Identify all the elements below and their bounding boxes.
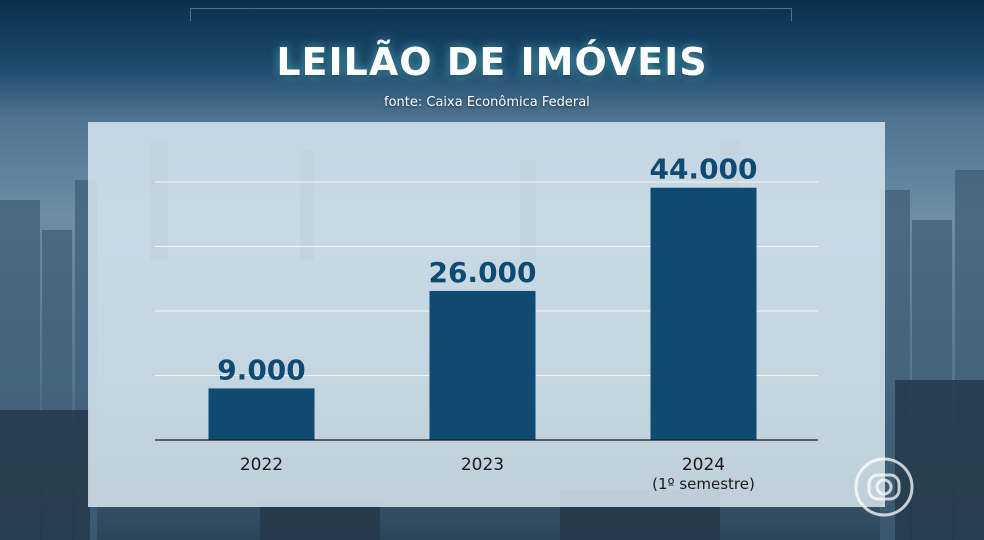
bar-2024: [650, 187, 757, 440]
globo-logo-icon: [854, 457, 914, 517]
source-caption: fonte: Caixa Econômica Federal: [384, 95, 590, 110]
bar-chart: 9.000 2022 26.000 2023 44.000 2024(1º semestr…: [155, 153, 818, 493]
bar-value-label: 44.000: [649, 153, 757, 186]
decorative-frame: [190, 8, 792, 21]
chart-panel: 9.000 2022 26.000 2023 44.000 2024 (1º semestr…: [88, 122, 885, 507]
x-tick-label: 2022: [240, 455, 283, 475]
bar-value-label: 26.000: [428, 256, 536, 289]
bar-2022: [208, 388, 315, 440]
x-tick-sublabel: (1º semestre): [652, 475, 755, 493]
page-title: LEILÃO DE IMÓVEIS: [276, 40, 708, 84]
bar-2023: [429, 290, 536, 440]
x-tick-label: 2024: [682, 455, 725, 475]
bar-value-label: 9.000: [217, 353, 306, 386]
x-tick-label: 2023: [461, 455, 504, 475]
